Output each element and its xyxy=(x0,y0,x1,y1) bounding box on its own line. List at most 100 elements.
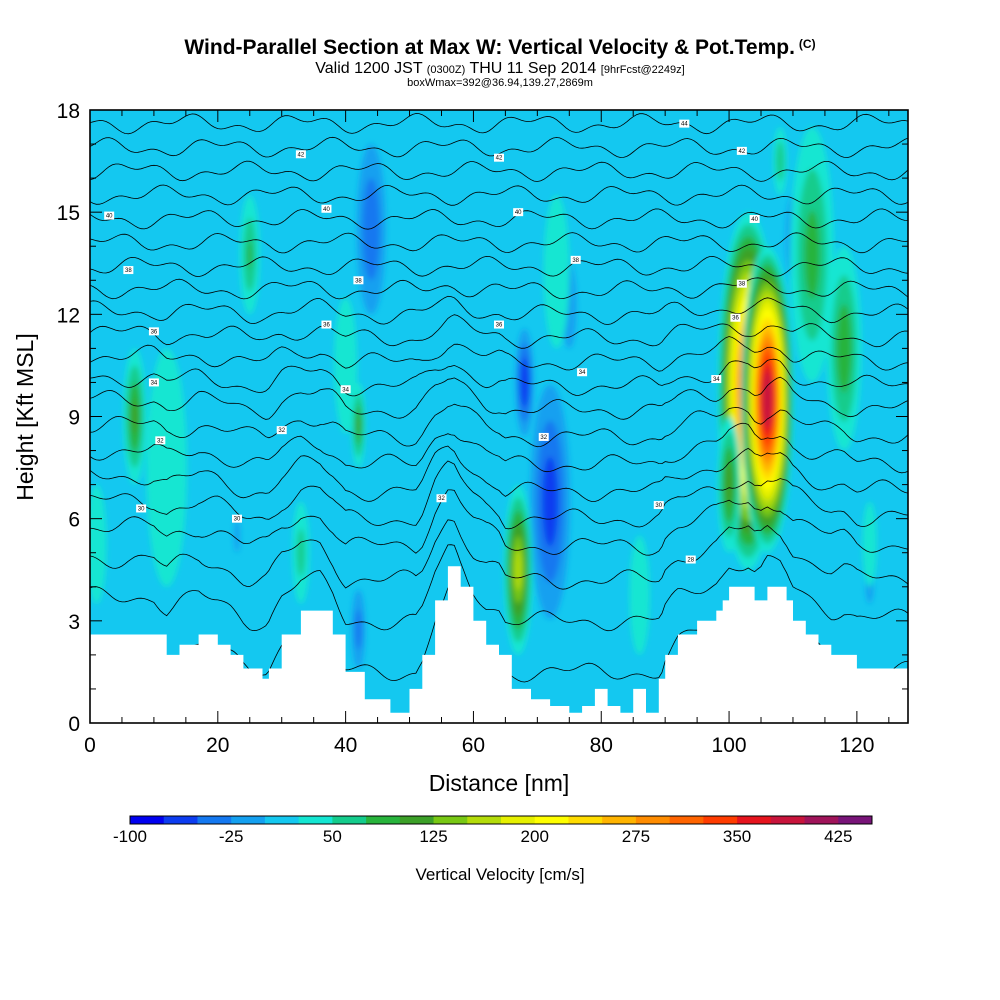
velocity-contour xyxy=(146,348,187,587)
isentrope-label-text: 30 xyxy=(234,517,241,523)
isentrope-label: 42 xyxy=(494,153,504,162)
isentrope-label-bg xyxy=(295,150,306,159)
velocity-contour xyxy=(296,528,305,577)
forecast-info: [9hrFcst@2249z] xyxy=(600,64,685,76)
isentrope-label-text: 38 xyxy=(572,258,579,264)
isentrope-line xyxy=(90,519,908,590)
velocity-contour xyxy=(362,178,380,281)
colorbar-swatch xyxy=(703,816,738,824)
colorbar-swatch xyxy=(163,816,198,824)
y-tick-label: 9 xyxy=(68,407,80,430)
velocity-contour xyxy=(90,484,107,604)
isentrope-label-bg xyxy=(749,214,760,223)
colorbar-swatch xyxy=(804,816,839,824)
colorbar-swatch xyxy=(399,816,435,824)
isentrope-label-text: 40 xyxy=(515,210,522,216)
velocity-cell xyxy=(90,484,107,604)
isentrope-line xyxy=(90,314,908,349)
isentrope-label-bg xyxy=(577,368,588,377)
velocity-cell xyxy=(503,484,533,655)
isentrope-label-bg xyxy=(436,494,447,503)
isentrope-line xyxy=(90,113,908,135)
colorbar-swatch xyxy=(130,816,165,824)
velocity-cell xyxy=(334,297,358,434)
colorbar-tick-label: -25 xyxy=(219,827,244,846)
x-tick-label: 0 xyxy=(84,734,96,757)
x-axis-label: Distance [nm] xyxy=(429,770,570,796)
chart-title: Wind-Parallel Section at Max W: Vertical… xyxy=(0,36,1000,60)
colorbar-swatch xyxy=(366,816,401,824)
copyright-mark: (C) xyxy=(798,37,816,51)
colorbar-swatch xyxy=(501,816,536,824)
isentrope-line xyxy=(90,445,908,502)
x-tick-label: 120 xyxy=(839,734,874,757)
isentrope-label-text: 40 xyxy=(751,217,758,223)
colorbar-swatch xyxy=(197,816,232,824)
isentrope-line xyxy=(90,422,908,474)
isentrope-label-bg xyxy=(104,211,115,220)
x-tick-label: 40 xyxy=(334,734,357,757)
velocity-contour xyxy=(862,501,877,587)
isentrope-label: 32 xyxy=(155,436,166,445)
colorbar-swatch xyxy=(568,816,603,824)
colorbar-swatch xyxy=(770,816,806,824)
colorbar-swatch xyxy=(231,816,266,824)
velocity-contour xyxy=(514,549,522,591)
x-axis-ticks: 0 20 40 60 80 100 120 xyxy=(84,110,890,757)
isentrope-line xyxy=(90,460,908,530)
isentrope-label: 42 xyxy=(295,150,306,159)
isentrope-label: 38 xyxy=(123,266,134,275)
colorbar-swatch xyxy=(433,816,468,824)
colorbar-swatch xyxy=(264,816,300,824)
isentrope-line xyxy=(90,336,908,372)
isentrope-label-text: 32 xyxy=(540,435,547,441)
velocity-contour xyxy=(234,518,240,553)
colorbar-tick-label: 275 xyxy=(622,827,650,846)
isentrope-label-text: 36 xyxy=(496,323,503,329)
colorbar-tick-labels: -100 -25 50 125 200 275 350 425 xyxy=(113,827,852,846)
isentrope-label: 40 xyxy=(513,208,524,217)
velocity-cell xyxy=(773,127,788,196)
x-tick-label: 60 xyxy=(462,734,485,757)
velocity-contour xyxy=(334,297,358,434)
isentrope-label-text: 34 xyxy=(151,380,158,386)
colorbar-frame xyxy=(129,815,873,825)
isentrope-label-bg xyxy=(570,255,581,264)
colorbar-tick-label: 350 xyxy=(723,827,751,846)
velocity-contour xyxy=(836,304,852,393)
velocity-cell xyxy=(146,348,187,587)
isentrope-label: 36 xyxy=(730,313,741,322)
isentrope-label-bg xyxy=(148,378,159,387)
velocity-field xyxy=(90,127,877,685)
isentrope-label-text: 40 xyxy=(106,214,113,220)
colorbar-swatch xyxy=(467,816,502,824)
isentrope-label-bg xyxy=(340,385,351,394)
isentrope-label-text: 42 xyxy=(298,152,305,158)
y-tick-label: 18 xyxy=(57,100,80,123)
plot-area: 30 30 32 32 30 28 32 32 34 34 34 34 36 36 36 36 38 38 38 38… xyxy=(90,110,908,723)
isentrope-line xyxy=(90,255,908,278)
isentrope-label: 36 xyxy=(494,320,504,329)
isentrope-label: 34 xyxy=(148,378,159,387)
isentrope-label: 34 xyxy=(711,375,722,384)
colorbar-swatch xyxy=(737,816,772,824)
isentrope-label: 42 xyxy=(736,146,747,155)
isentrope-label-bg xyxy=(653,501,664,510)
isentrope-label-bg xyxy=(513,208,524,217)
isentrope-label-bg xyxy=(736,279,747,288)
isentrope-label: 30 xyxy=(231,514,242,523)
isentrope-label-bg xyxy=(494,153,504,162)
velocity-cell xyxy=(741,246,794,553)
velocity-cell xyxy=(292,501,310,604)
isentrope-label: 32 xyxy=(538,432,549,441)
isentrope-label: 36 xyxy=(148,327,159,336)
velocity-contour xyxy=(131,399,138,434)
isentrope-line xyxy=(90,489,908,556)
y-axis-label: Height [Kft MSL] xyxy=(12,333,38,500)
isentrope-label-text: 34 xyxy=(342,387,349,393)
isentrope-label: 40 xyxy=(321,204,332,213)
isentrope-label-text: 38 xyxy=(125,268,132,274)
isentrope-label-bg xyxy=(736,146,747,155)
isentrope-label-text: 36 xyxy=(732,316,739,322)
